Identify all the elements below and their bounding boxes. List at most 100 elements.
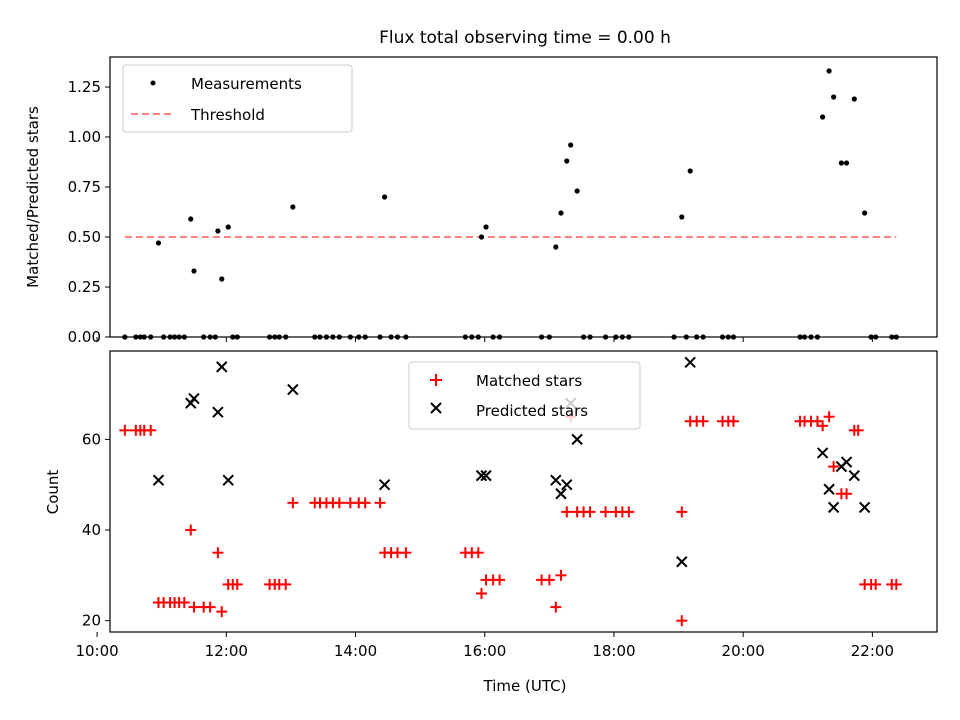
measurement-point [219, 276, 225, 282]
measurement-point [133, 334, 139, 340]
bottom-y-ticks: 20 40 60 [82, 430, 110, 630]
measurement-point [851, 96, 857, 102]
top-y-tick-label: 0.25 [68, 278, 101, 296]
predicted-star-point [827, 501, 840, 514]
top-series [122, 68, 899, 340]
x-tick-label: 22:00 [851, 642, 894, 660]
matched-star-point [817, 420, 829, 432]
matched-star-point [231, 578, 243, 590]
matched-star-point [494, 574, 506, 586]
matched-star-point [584, 506, 596, 518]
matched-star-point [561, 506, 573, 518]
measurement-point [538, 334, 545, 340]
bottom-series [119, 356, 902, 627]
x-tick-label: 20:00 [722, 642, 765, 660]
predicted-star-point [684, 356, 696, 369]
measurement-point [483, 224, 489, 230]
legend-threshold-label: Threshold [190, 106, 265, 124]
measurement-point [290, 204, 296, 210]
matched-star-point [890, 578, 902, 590]
measurement-point [462, 334, 468, 340]
measurement-point [730, 334, 737, 340]
predicted-star-point [858, 501, 871, 514]
predicted-star-point [475, 469, 488, 482]
measurement-point [496, 334, 503, 340]
matched-star-point [280, 578, 292, 590]
chart-title: Flux total observing time = 0.00 h [379, 28, 671, 48]
predicted-star-point [848, 469, 861, 482]
measurement-point [181, 334, 187, 340]
top-y-tick-label: 1.00 [68, 128, 101, 146]
measurement-point [893, 334, 899, 340]
matched-star-point [852, 424, 864, 436]
legend-measurements-marker [150, 80, 156, 86]
measurement-point [719, 334, 726, 340]
measurement-point [312, 334, 318, 340]
top-y-tick-label: 0.50 [68, 228, 101, 246]
matched-star-point [185, 524, 197, 536]
matched-star-point [676, 506, 688, 518]
top-y-tick-label: 1.25 [68, 78, 101, 96]
matched-star-point [870, 578, 882, 590]
predicted-star-point [816, 447, 829, 459]
predicted-star-point [152, 474, 165, 486]
measurement-point [694, 334, 700, 340]
matched-star-point [188, 601, 200, 613]
measurement-point [234, 334, 240, 340]
matched-star-point [212, 547, 224, 559]
measurement-point [626, 334, 632, 340]
measurement-point [889, 334, 895, 340]
matched-star-point [623, 506, 635, 518]
matched-star-point [550, 601, 562, 613]
measurement-point [403, 334, 409, 340]
measurement-point [826, 68, 832, 74]
predicted-star-point [823, 483, 835, 495]
predicted-star-point [287, 383, 299, 396]
measurement-point [188, 216, 194, 222]
bottom-y-tick-label: 40 [82, 521, 101, 539]
predicted-star-point [480, 469, 492, 482]
measurement-point [172, 334, 178, 340]
predicted-star-point [212, 406, 224, 418]
matched-star-point [828, 461, 840, 473]
measurement-point [868, 334, 874, 340]
matched-star-point [676, 615, 688, 627]
legend-predicted-label: Predicted stars [476, 402, 588, 420]
x-tick-label: 10:00 [75, 642, 118, 660]
measurement-point [388, 334, 394, 340]
measurement-point [283, 334, 289, 340]
measurement-point [394, 334, 401, 340]
x-tick-label: 14:00 [334, 642, 377, 660]
x-tick-label: 18:00 [592, 642, 635, 660]
measurement-point [215, 228, 221, 234]
predicted-star-point [676, 556, 688, 568]
x-axis-label: Time (UTC) [483, 677, 567, 695]
measurement-point [266, 334, 273, 340]
bottom-x-ticks: 10:00 12:00 14:00 16:00 18:00 20:00 22:00 [75, 632, 894, 660]
measurement-point [580, 334, 587, 340]
matched-star-point [119, 424, 131, 436]
matched-star-point [359, 497, 371, 509]
measurement-point [873, 334, 879, 340]
bottom-y-axis-label: Count [44, 470, 62, 515]
matched-star-point [727, 415, 739, 427]
matched-star-point [333, 497, 345, 509]
measurement-point [323, 334, 330, 340]
measurement-point [564, 158, 570, 164]
matched-star-point [204, 601, 216, 613]
measurement-point [330, 334, 336, 340]
top-legend: Measurements Threshold [122, 64, 353, 133]
measurement-point [356, 334, 362, 340]
top-plot-frame [109, 56, 938, 338]
matched-star-point [697, 415, 709, 427]
measurement-point [141, 334, 147, 340]
measurement-point [207, 334, 213, 340]
matched-star-point [543, 574, 555, 586]
measurement-point [347, 334, 353, 340]
measurement-point [558, 210, 564, 216]
measurement-point [602, 334, 609, 340]
measurement-point [831, 94, 837, 100]
measurement-point [797, 334, 803, 340]
measurement-point [478, 234, 485, 240]
